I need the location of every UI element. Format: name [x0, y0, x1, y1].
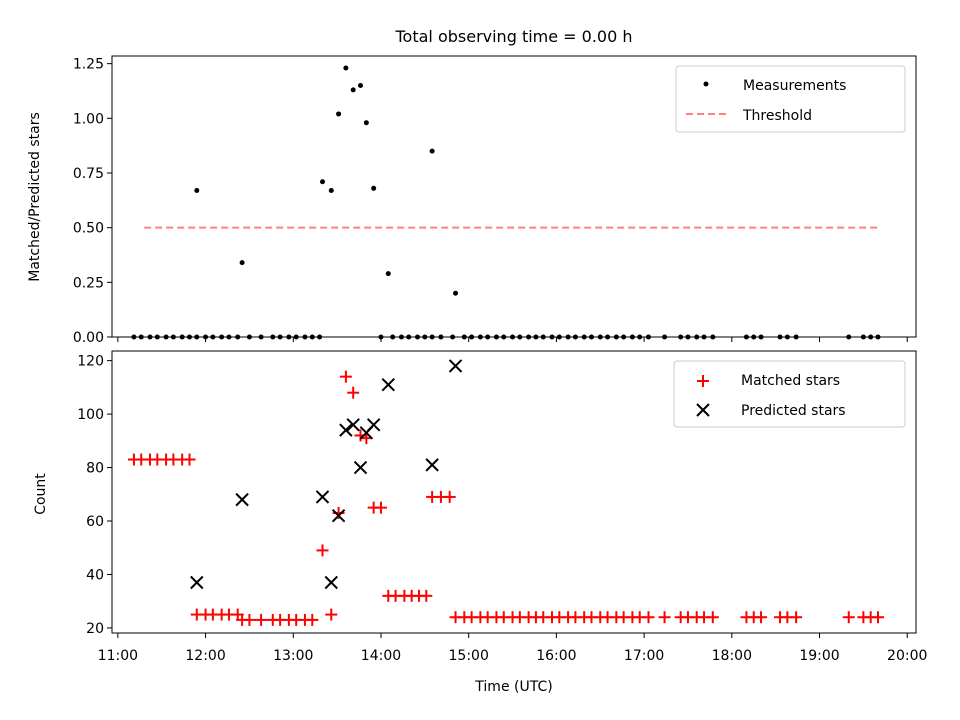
matched-stars-point: [790, 611, 803, 624]
predicted-stars-point: [346, 418, 360, 432]
matched-stars-point: [443, 490, 456, 503]
x-axis-label: Time (UTC): [474, 679, 552, 695]
x-tick-label: 18:00: [712, 648, 752, 664]
matched-stars-point: [658, 611, 671, 624]
matched-stars-point: [339, 370, 352, 383]
panel-counts-y-axis: 20 40 60 80 100 120: [77, 354, 112, 637]
y-tick-label: 0.00: [73, 330, 104, 346]
matched-stars-point: [183, 453, 196, 466]
x-tick-label: 16:00: [536, 648, 576, 664]
predicted-stars-point: [425, 458, 439, 472]
legend-matched-label: Matched stars: [741, 373, 840, 389]
matched-stars-point: [306, 613, 319, 626]
measurement-point: [194, 187, 200, 193]
legend-ratio: Measurements Threshold: [675, 65, 906, 133]
predicted-stars-point: [339, 423, 353, 437]
y-tick-label: 0.75: [73, 166, 104, 182]
measurement-point: [453, 290, 459, 296]
measurement-point: [320, 179, 326, 185]
x-tick-label: 12:00: [185, 648, 225, 664]
y-tick-label: 40: [86, 567, 104, 583]
x-tick-label: 13:00: [273, 648, 313, 664]
predicted-stars-point: [381, 377, 395, 392]
panel-ratio: 0.00 0.25 0.50 0.75 1.00 1.25 Matched/Predict…: [27, 55, 917, 346]
predicted-stars-point: [315, 490, 330, 504]
y-tick-label: 20: [86, 621, 104, 637]
matched-stars-point: [374, 501, 387, 514]
matched-stars-point: [420, 589, 433, 602]
predicted-stars-point: [190, 575, 204, 590]
matched-stars-point: [243, 613, 256, 626]
panel-counts-x-axis: 11:00 12:00 13:00 14:00 15:00 16:00 17:00 18:00…: [98, 633, 927, 664]
y-tick-label: 0.50: [73, 221, 104, 237]
measurement-point: [343, 65, 349, 71]
y-tick-label: 1.00: [73, 111, 104, 127]
y-tick-label: 0.25: [73, 275, 104, 291]
y-tick-label: 60: [86, 514, 104, 530]
legend-counts-box: [673, 360, 906, 428]
panel-ratio-y-axis-label: Matched/Predicted stars: [27, 112, 43, 282]
x-tick-label: 17:00: [624, 648, 664, 664]
legend-predicted-label: Predicted stars: [741, 403, 846, 419]
y-tick-label: 100: [77, 407, 104, 423]
x-tick-label: 15:00: [449, 648, 489, 664]
y-tick-label: 120: [77, 354, 104, 370]
x-tick-label: 11:00: [98, 648, 138, 664]
matched-stars-point: [871, 611, 884, 624]
legend-measurements-label: Measurements: [743, 78, 846, 94]
matched-stars-point: [255, 613, 268, 626]
y-tick-label: 1.25: [73, 57, 104, 73]
predicted-stars-point: [331, 508, 346, 523]
measurement-point: [363, 120, 369, 126]
legend-ratio-box: [675, 65, 906, 133]
panel-counts: 20 40 60 80 100 120 11:00 12:00 13:00 14:00 15:00…: [33, 350, 927, 695]
matched-stars-point: [706, 611, 719, 624]
predicted-stars-point: [448, 359, 463, 373]
legend-matched-marker: [697, 375, 709, 387]
legend-measurements-marker: [703, 81, 709, 87]
panel-counts-y-axis-label: Count: [33, 473, 49, 515]
matched-stars-point: [642, 611, 655, 624]
y-tick-label: 80: [86, 461, 104, 477]
matched-stars-point: [332, 506, 345, 519]
measurement-point: [385, 271, 391, 277]
matched-stars-point: [316, 544, 329, 557]
predicted-stars-point: [353, 460, 368, 475]
figure-title: Total observing time = 0.00 h: [394, 27, 632, 46]
panel-ratio-frame: [111, 55, 917, 338]
measurement-point: [336, 111, 342, 117]
measurement-point: [328, 187, 334, 193]
matched-stars-point: [842, 611, 855, 624]
legend-predicted-marker: [696, 403, 710, 417]
legend-counts: Matched stars Predicted stars: [673, 360, 906, 428]
predicted-stars-point: [366, 418, 381, 432]
measurement-point: [239, 260, 245, 266]
panel-counts-plot-area: [127, 359, 884, 626]
matched-stars-point: [325, 608, 338, 621]
matched-stars-point: [347, 386, 360, 399]
predicted-stars-point: [235, 492, 249, 507]
matched-stars-point: [755, 611, 768, 624]
panel-ratio-x-axis: [117, 337, 908, 342]
measurement-point: [350, 87, 356, 93]
predicted-stars-point: [324, 575, 338, 590]
legend-threshold-label: Threshold: [742, 108, 812, 124]
panel-ratio-y-axis: 0.00 0.25 0.50 0.75 1.00 1.25: [73, 57, 112, 346]
measurement-point: [429, 148, 435, 154]
x-tick-label: 19:00: [799, 648, 839, 664]
measurement-point: [358, 83, 364, 89]
measurement-point: [371, 185, 377, 191]
x-tick-label: 14:00: [361, 648, 401, 664]
panel-counts-frame: [111, 350, 917, 634]
x-tick-label: 20:00: [887, 648, 927, 664]
